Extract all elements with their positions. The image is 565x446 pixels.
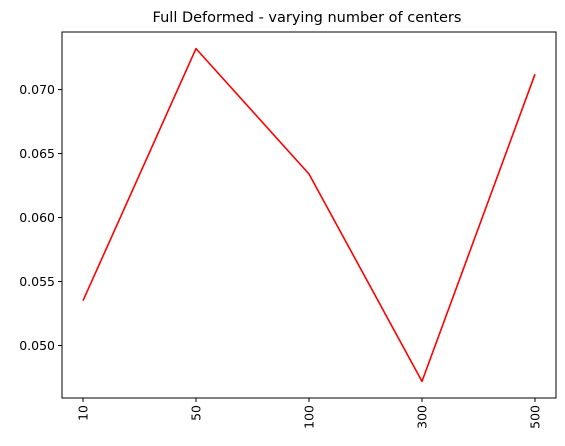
x-tick-label: 10 — [76, 405, 91, 421]
x-tick-label: 500 — [528, 405, 543, 429]
y-tick-label: 0.070 — [19, 82, 55, 97]
x-tick-label: 300 — [415, 405, 430, 429]
x-tick-label: 100 — [302, 405, 317, 429]
x-axis: 10 50 100 300 500 — [76, 398, 543, 429]
series-layer — [82, 47, 536, 383]
y-tick-label: 0.060 — [19, 210, 55, 225]
x-tick-label: 50 — [189, 405, 204, 421]
chart-title: Full Deformed - varying number of center… — [153, 10, 462, 26]
axes-frame — [61, 31, 557, 399]
series-line — [82, 47, 536, 383]
y-tick-label: 0.050 — [19, 338, 55, 353]
y-tick-label: 0.065 — [19, 146, 55, 161]
y-axis: 0.050 0.055 0.060 0.065 0.070 — [19, 82, 62, 353]
y-tick-label: 0.055 — [19, 274, 55, 289]
